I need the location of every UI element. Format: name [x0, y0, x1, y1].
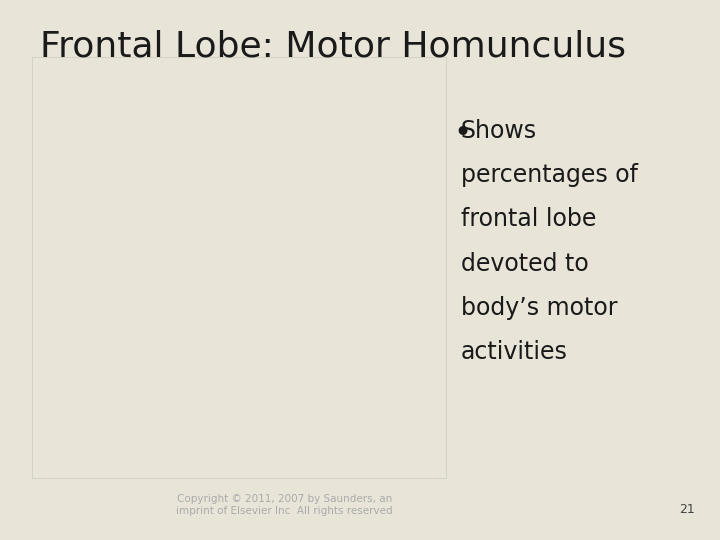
Bar	[32, 57, 446, 478]
Text: Shows: Shows	[461, 119, 537, 143]
Text: frontal lobe: frontal lobe	[461, 207, 596, 231]
Text: Copyright © 2011, 2007 by Saunders, an
imprint of Elsevier Inc  All rights reser: Copyright © 2011, 2007 by Saunders, an i…	[176, 494, 392, 516]
Text: devoted to: devoted to	[461, 252, 588, 275]
Text: Frontal Lobe: Motor Homunculus: Frontal Lobe: Motor Homunculus	[40, 30, 626, 64]
Text: percentages of: percentages of	[461, 163, 638, 187]
Text: •: •	[454, 119, 472, 148]
Text: activities: activities	[461, 340, 567, 364]
Text: 21: 21	[679, 503, 695, 516]
Text: body’s motor: body’s motor	[461, 296, 617, 320]
